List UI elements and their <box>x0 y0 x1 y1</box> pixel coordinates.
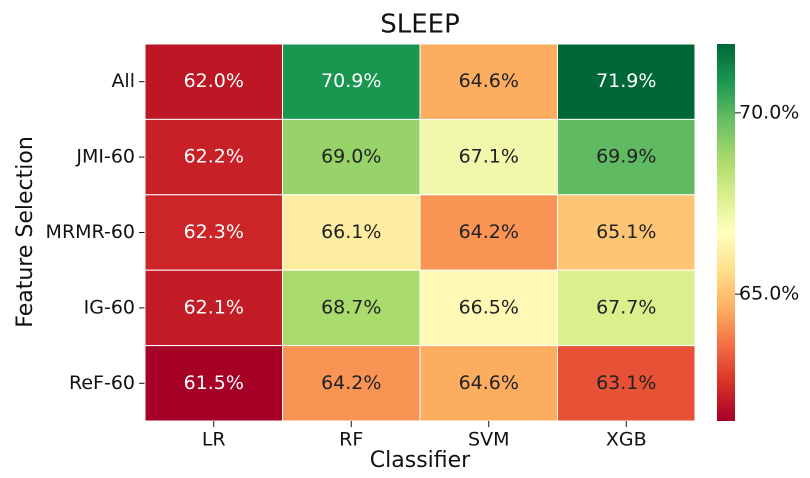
cell-label: 66.1% <box>321 221 381 243</box>
x-tick-label: RF <box>339 429 363 451</box>
cell-label: 63.1% <box>596 372 656 394</box>
cell-label: 64.6% <box>459 372 519 394</box>
cell <box>557 269 696 347</box>
x-tick-label: XGB <box>606 429 647 451</box>
cell-label: 64.2% <box>321 372 381 394</box>
cell-label: 62.1% <box>184 296 244 318</box>
cell-label: 69.0% <box>321 146 381 168</box>
colorbar-tick-label: 70.0% <box>739 101 799 123</box>
y-tick-label: MRMR-60 <box>46 221 135 243</box>
cell-label: 68.7% <box>321 296 381 318</box>
x-axis-label: Classifier <box>370 448 471 473</box>
cell <box>557 345 696 422</box>
cell-label: 69.9% <box>596 146 656 168</box>
cell-label: 64.2% <box>459 221 519 243</box>
cell <box>282 118 421 196</box>
cell <box>557 194 696 271</box>
colorbar <box>717 44 735 421</box>
cell-label: 66.5% <box>459 296 519 318</box>
x-tick-label: LR <box>202 429 226 451</box>
chart-title: SLEEP <box>380 10 460 40</box>
x-tick-label: SVM <box>468 429 509 451</box>
y-axis-label: Feature Selection <box>13 136 38 328</box>
cell <box>144 194 283 271</box>
cell <box>282 345 421 422</box>
y-tick-label: IG-60 <box>84 296 135 318</box>
cell <box>419 345 558 422</box>
cell-label: 67.7% <box>596 296 656 318</box>
cell <box>282 194 421 271</box>
cell-label: 65.1% <box>596 221 656 243</box>
cell-label: 61.5% <box>184 372 244 394</box>
y-tick-label: JMI-60 <box>75 146 135 168</box>
cell <box>557 43 696 120</box>
cell <box>144 345 283 422</box>
cell <box>282 43 421 120</box>
colorbar-tick-label: 65.0% <box>739 283 799 305</box>
cell <box>282 269 421 347</box>
y-tick-label: All <box>111 70 135 92</box>
cell-label: 67.1% <box>459 146 519 168</box>
y-tick-label: ReF-60 <box>69 372 135 394</box>
cell <box>419 118 558 196</box>
cell-label: 62.2% <box>184 146 244 168</box>
cell-label: 70.9% <box>321 70 381 92</box>
cell-label: 62.3% <box>184 221 244 243</box>
cell-label: 64.6% <box>459 70 519 92</box>
cell-label: 62.0% <box>184 70 244 92</box>
cell-label: 71.9% <box>596 70 656 92</box>
